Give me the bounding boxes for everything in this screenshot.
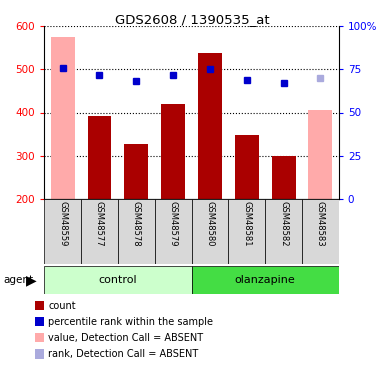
Bar	[308, 110, 332, 199]
Bar	[155, 199, 192, 264]
Bar	[118, 199, 155, 264]
Text: control: control	[99, 275, 137, 285]
Bar	[192, 266, 339, 294]
Bar	[192, 199, 228, 264]
Text: GSM48578: GSM48578	[132, 201, 141, 246]
Bar	[235, 135, 259, 199]
Bar	[302, 199, 339, 264]
Bar	[87, 116, 112, 199]
Bar	[198, 53, 222, 199]
Bar	[44, 266, 192, 294]
Text: percentile rank within the sample: percentile rank within the sample	[48, 317, 213, 327]
Bar	[228, 199, 265, 264]
Text: GSM48579: GSM48579	[169, 201, 177, 246]
Bar	[44, 199, 81, 264]
Bar	[124, 144, 148, 199]
Bar	[161, 104, 185, 199]
Bar	[265, 199, 302, 264]
Text: GSM48559: GSM48559	[58, 201, 67, 246]
Bar	[81, 199, 118, 264]
Text: olanzapine: olanzapine	[235, 275, 296, 285]
Text: count: count	[48, 301, 76, 310]
Text: GSM48582: GSM48582	[279, 201, 288, 246]
Text: rank, Detection Call = ABSENT: rank, Detection Call = ABSENT	[48, 349, 198, 359]
Bar	[271, 156, 296, 199]
Text: GSM48580: GSM48580	[206, 201, 214, 246]
Text: GSM48583: GSM48583	[316, 201, 325, 246]
Text: GSM48581: GSM48581	[242, 201, 251, 246]
Text: GDS2608 / 1390535_at: GDS2608 / 1390535_at	[115, 13, 270, 26]
Bar	[51, 37, 75, 199]
Text: value, Detection Call = ABSENT: value, Detection Call = ABSENT	[48, 333, 203, 343]
Text: GSM48577: GSM48577	[95, 201, 104, 246]
Text: agent: agent	[4, 275, 34, 285]
Text: ▶: ▶	[25, 273, 36, 287]
